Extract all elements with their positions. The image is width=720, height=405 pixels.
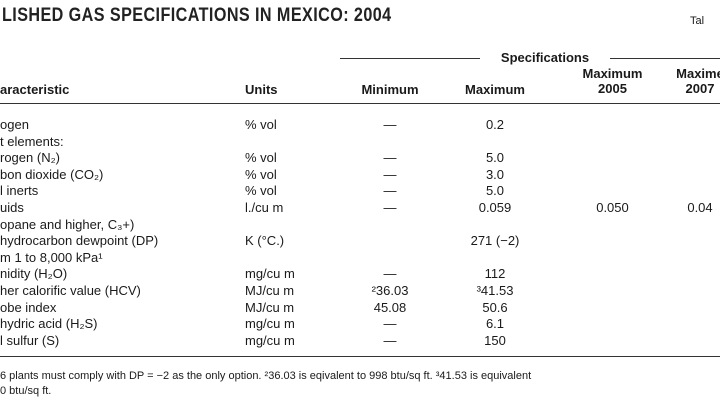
rule [340,58,480,59]
column-header: Units [245,82,278,97]
rule [610,58,720,59]
row-label: hydric acid (H₂S) [0,316,98,332]
cell: 3.0 [485,166,505,182]
cell: ³41.53 [476,283,514,298]
cell: — [383,150,397,166]
cell: 271 (−2) [470,233,520,249]
cell: mg/cu m [245,332,295,348]
row-label: uids [0,200,24,215]
footnote: 6 plants must comply with DP = −2 as the… [0,370,532,382]
cell: l./cu m [245,200,284,215]
group-header: Specifications [500,50,590,65]
cell: 50.6 [482,299,508,315]
row-label: l sulfur (S) [0,332,60,348]
row-label: ogen [0,117,29,132]
cell: 5.0 [485,183,505,199]
row-label: nidity (H₂O) [0,266,68,282]
cell: MJ/cu m [245,299,295,315]
row-label: hydrocarbon dewpoint (DP) [0,233,159,249]
row-label: m 1 to 8,000 kPa¹ [0,249,103,265]
cell: 0.2 [485,117,505,132]
row-label: opane and higher, C₃+) [0,216,135,232]
table-title: LISHED GAS SPECIFICATIONS IN MEXICO: 200… [2,5,392,26]
table-number: Tal [690,15,705,27]
column-header: aracteristic [0,82,70,97]
rule [0,103,720,104]
cell: — [383,332,397,348]
cell: MJ/cu m [245,283,295,298]
cell: 45.08 [373,299,407,315]
cell: — [383,117,397,132]
cell: % vol [245,166,277,182]
cell: 0.059 [478,200,512,215]
cell: % vol [245,183,277,199]
cell: — [383,166,397,182]
cell: 5.0 [485,150,505,166]
cell: % vol [245,150,277,166]
cell: mg/cu m [245,266,295,282]
cell: K (°C.) [245,233,285,249]
cell: — [383,266,397,282]
row-label: her calorific value (HCV) [0,283,141,298]
cell: — [383,200,397,215]
column-header: Minimum [361,82,419,97]
column-header: Maxime 2007 [676,66,720,96]
cell: — [383,183,397,199]
cell: 0.04 [687,200,713,215]
cell: mg/cu m [245,316,295,332]
row-label: bon dioxide (CO₂) [0,166,104,182]
row-label: obe index [0,299,57,315]
rule [0,356,720,357]
row-label: rogen (N₂) [0,150,60,166]
column-header: Maximum [465,82,525,97]
column-header: Maximum 2005 [582,66,643,96]
cell: 112 [484,266,506,282]
cell: % vol [245,117,277,132]
cell: 150 [484,332,506,348]
cell: ²36.03 [371,283,409,298]
row-label: l inerts [0,183,39,199]
footnote: 0 btu/sq ft. [0,385,52,397]
cell: 0.050 [596,200,629,215]
row-label: t elements: [0,133,64,149]
cell: — [383,316,397,332]
cell: 6.1 [485,316,505,332]
